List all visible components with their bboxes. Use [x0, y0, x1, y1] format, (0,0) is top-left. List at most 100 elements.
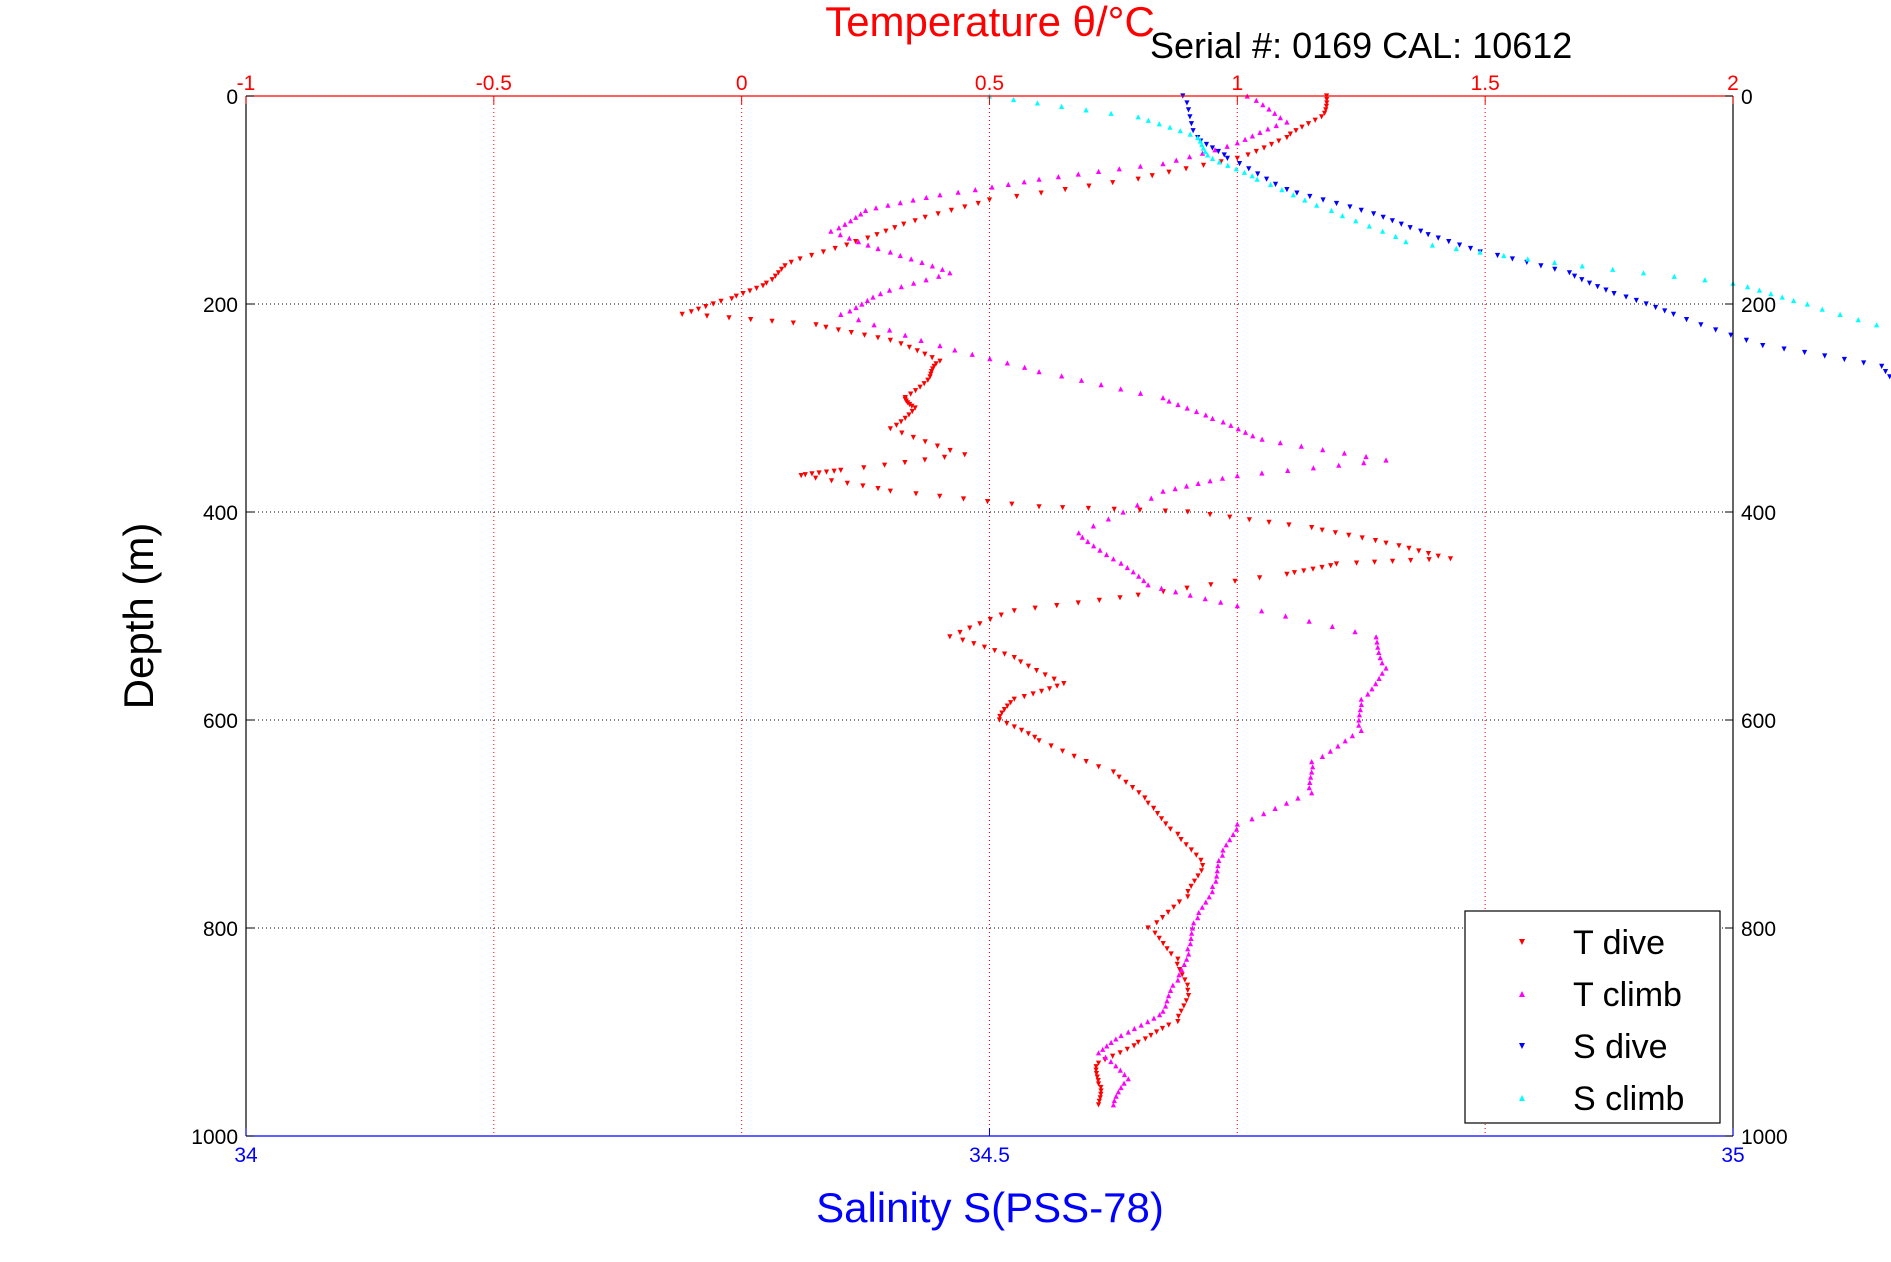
data-point: [1110, 1102, 1117, 1108]
data-point: [908, 391, 914, 397]
data-point: [1135, 1039, 1141, 1045]
data-point: [1232, 578, 1238, 584]
data-point: [1216, 857, 1222, 863]
data-point: [1166, 398, 1172, 404]
data-point: [1230, 831, 1236, 837]
data-point: [1175, 831, 1181, 837]
data-point: [820, 249, 826, 255]
data-point: [922, 457, 928, 463]
data-point: [1369, 686, 1375, 692]
data-point: [1745, 284, 1751, 290]
data-point: [1032, 734, 1038, 740]
data-point: [947, 270, 953, 276]
data-point: [1159, 1025, 1166, 1032]
legend-marker: [1519, 1095, 1525, 1101]
data-point: [927, 374, 933, 380]
legend-marker: [1519, 939, 1525, 945]
data-point: [1093, 1067, 1099, 1073]
data-point: [831, 468, 837, 474]
data-point: [1291, 570, 1298, 576]
temperature-tick-label: 0.5: [975, 72, 1004, 95]
data-point: [960, 637, 966, 643]
data-point: [1061, 681, 1067, 687]
data-point: [1272, 110, 1278, 116]
data-point: [1383, 457, 1389, 463]
data-point: [1259, 470, 1265, 476]
data-point: [1298, 443, 1304, 449]
depth-tick-label-right: 200: [1741, 294, 1776, 317]
data-point: [1098, 1084, 1104, 1091]
data-point: [679, 311, 685, 317]
data-point: [1152, 930, 1158, 936]
data-point: [1698, 322, 1704, 328]
data-point: [859, 301, 865, 307]
data-point: [835, 327, 842, 333]
data-point: [977, 621, 983, 627]
data-point: [1036, 176, 1042, 182]
data-point: [1096, 597, 1102, 603]
data-point: [1033, 668, 1040, 674]
data-point: [1377, 655, 1383, 661]
data-point: [1209, 145, 1216, 151]
data-point: [1207, 478, 1213, 484]
data-point: [1203, 412, 1209, 418]
data-point: [1179, 972, 1185, 978]
data-point: [1285, 467, 1291, 473]
data-point: [1203, 899, 1209, 905]
data-point: [1683, 317, 1690, 323]
data-point: [1184, 100, 1190, 106]
data-point: [996, 717, 1003, 723]
data-point: [1361, 460, 1367, 466]
data-point: [1200, 863, 1206, 869]
data-point: [1142, 1036, 1148, 1042]
data-point: [972, 187, 978, 193]
data-point: [861, 465, 867, 471]
data-point: [688, 309, 694, 315]
data-point: [923, 194, 929, 200]
data-point: [1172, 486, 1178, 492]
data-point: [1224, 143, 1230, 149]
data-point: [1118, 560, 1124, 566]
data-point: [1188, 847, 1194, 853]
data-point: [1209, 155, 1216, 161]
data-point: [823, 469, 830, 475]
data-point: [1284, 571, 1290, 577]
data-point: [1284, 187, 1290, 193]
data-point: [899, 430, 905, 436]
data-point: [1267, 181, 1274, 187]
data-point: [1188, 883, 1194, 889]
data-point: [1022, 364, 1028, 370]
data-point: [1095, 168, 1102, 174]
series-t-dive: [679, 93, 1454, 1108]
data-point: [1603, 287, 1609, 293]
data-point: [1383, 665, 1389, 671]
data-point: [1189, 930, 1195, 936]
data-point: [914, 348, 920, 354]
data-point: [1176, 899, 1183, 905]
legend-marker: [1519, 1043, 1525, 1049]
data-point: [1837, 311, 1843, 317]
data-point: [898, 284, 904, 290]
data-point: [1272, 181, 1279, 187]
data-point: [1214, 873, 1220, 879]
data-point: [1118, 1032, 1124, 1039]
data-point: [1233, 166, 1239, 172]
data-point: [1171, 904, 1177, 910]
data-point: [1781, 346, 1787, 352]
data-point: [1138, 1022, 1144, 1028]
data-point: [1233, 826, 1240, 832]
data-point: [760, 283, 766, 289]
data-point: [855, 239, 862, 245]
data-point: [1121, 1071, 1128, 1078]
data-point: [1287, 131, 1293, 137]
data-point: [1018, 659, 1024, 665]
data-point: [906, 401, 913, 408]
data-point: [1346, 532, 1352, 538]
data-point: [1294, 190, 1300, 196]
data-point: [1193, 852, 1199, 858]
data-point: [837, 232, 843, 238]
data-point: [1054, 603, 1060, 609]
data-point: [1310, 465, 1316, 471]
data-point: [1221, 152, 1227, 158]
data-point: [1137, 390, 1144, 396]
